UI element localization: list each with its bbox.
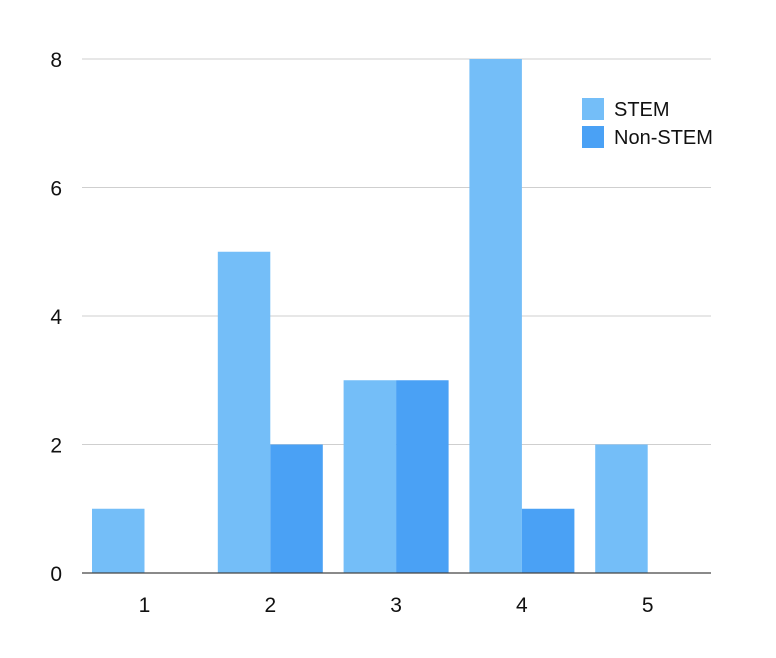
legend-swatch-stem bbox=[582, 98, 604, 120]
bar-stem-5 bbox=[595, 444, 648, 573]
bar-stem-1 bbox=[92, 508, 145, 573]
bar-stem-4 bbox=[469, 59, 522, 573]
y-tick-label: 4 bbox=[50, 306, 62, 329]
x-tick-label: 1 bbox=[139, 594, 151, 617]
bar-stem-3 bbox=[343, 380, 397, 573]
x-tick-label: 4 bbox=[516, 594, 528, 617]
bar-stem-2 bbox=[217, 251, 271, 573]
bar-non-stem-3 bbox=[396, 380, 449, 573]
x-tick-label: 5 bbox=[642, 594, 654, 617]
legend: STEM Non-STEM bbox=[582, 98, 713, 149]
y-tick-label: 8 bbox=[50, 49, 62, 72]
bar-non-stem-4 bbox=[521, 508, 575, 573]
legend-label-stem: STEM bbox=[614, 99, 670, 121]
x-axis-tick-labels: 1 2 3 4 5 bbox=[139, 594, 654, 617]
bar-non-stem-2 bbox=[270, 444, 323, 573]
y-tick-label: 6 bbox=[50, 178, 62, 201]
y-tick-label: 0 bbox=[50, 563, 62, 586]
y-tick-label: 2 bbox=[50, 435, 62, 458]
x-tick-label: 3 bbox=[390, 594, 402, 617]
bars bbox=[92, 59, 648, 573]
legend-label-non-stem: Non-STEM bbox=[614, 127, 713, 149]
x-tick-label: 2 bbox=[264, 594, 276, 617]
y-axis-tick-labels: 0 2 4 6 8 bbox=[50, 49, 62, 586]
legend-swatch-non-stem bbox=[582, 126, 604, 148]
